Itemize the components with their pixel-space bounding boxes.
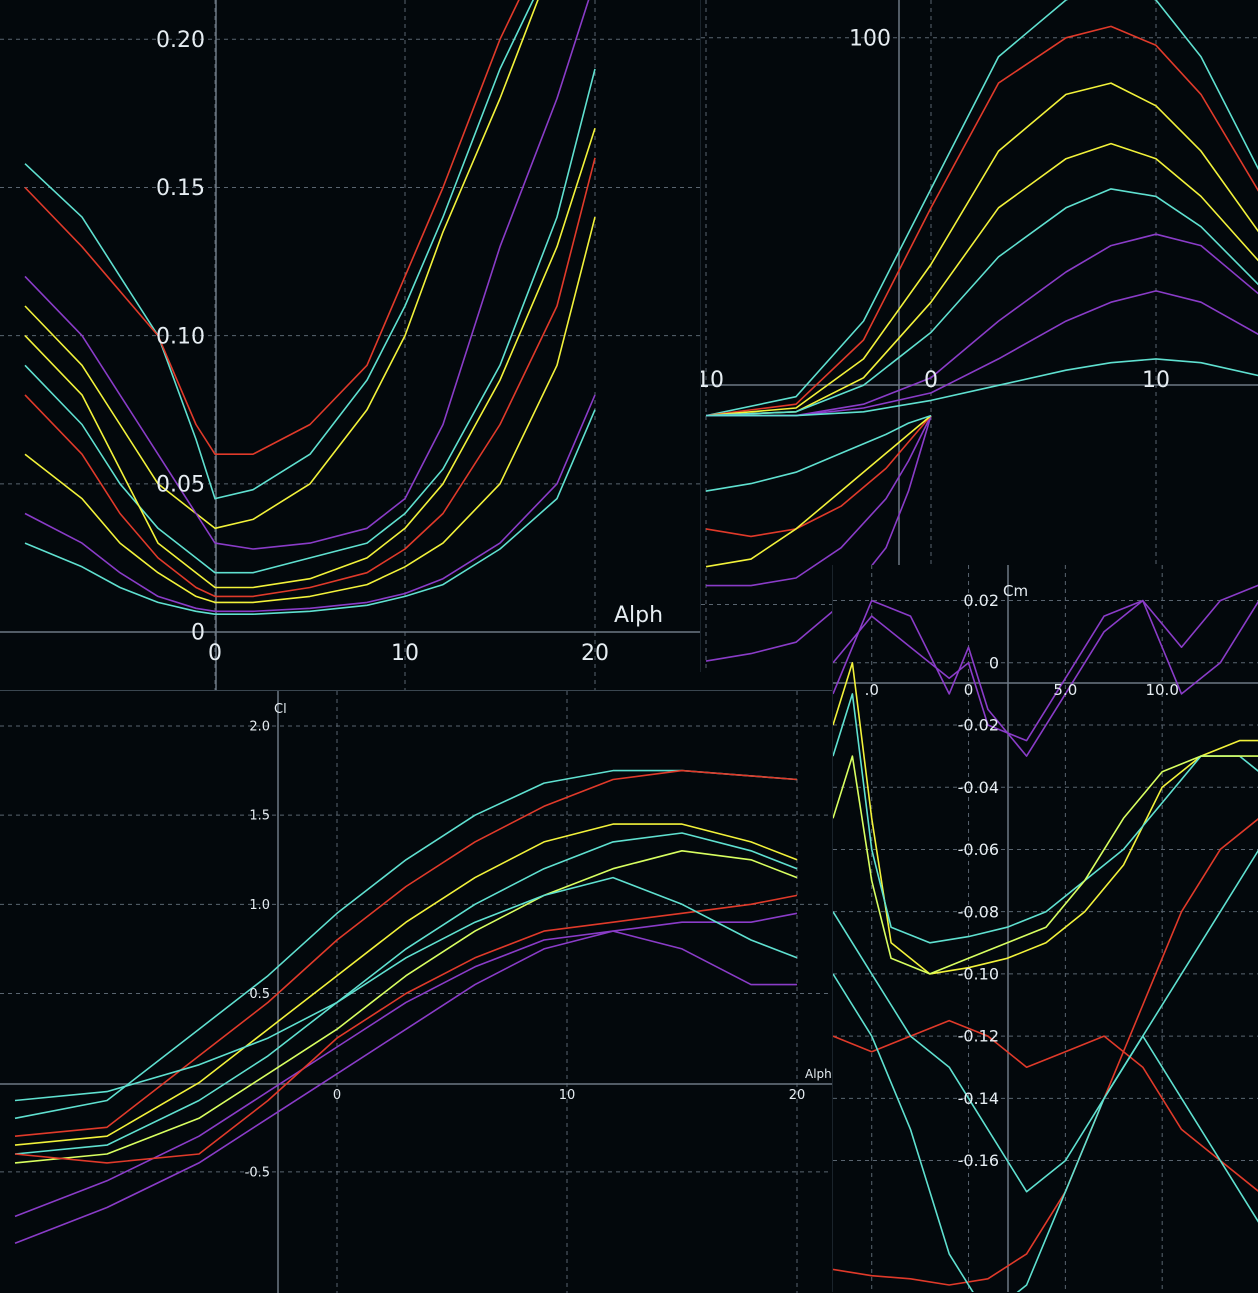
cm-y-tick-label: -0.02 — [958, 716, 999, 735]
cl-y-tick-label: -0.5 — [245, 1165, 270, 1180]
cd-x-tick-label: 0 — [208, 641, 222, 666]
cm-y-tick-label: -0.06 — [958, 840, 999, 859]
cl-y-axis-label: Cl — [274, 702, 287, 717]
cd-x-tick-label: 10 — [391, 641, 419, 666]
ld-y-tick-label: 100 — [849, 26, 891, 51]
ld-series-line-3 — [705, 82, 1258, 417]
cd-series-line-10 — [24, 216, 596, 604]
ld-series-group — [705, 0, 1258, 662]
ld-x-tick-label: 0 — [924, 368, 938, 393]
moment-coefficient-chart: .0 0 5.0 10.0 0.02 0 -0.02 -0.04 -0.06 -0.08 -0.10… — [832, 565, 1258, 1292]
ld-series-line-10 — [706, 415, 932, 587]
cl-y-tick-label: 0.5 — [249, 987, 270, 1002]
cm-series-line-3 — [833, 662, 1258, 975]
cm-series-group — [833, 584, 1258, 1292]
cd-series-line-3 — [24, 0, 539, 530]
ld-series-line-1 — [705, 0, 1258, 417]
cl-series-line-8 — [14, 894, 798, 1164]
cl-series-line-2 — [14, 769, 798, 1137]
cl-plot-area: 0 10 20 2.0 1.5 1.0 0.5 -0.5 Alph Cl — [0, 691, 832, 1293]
cm-series-line-1 — [833, 584, 1258, 757]
ld-series-line-4 — [705, 142, 1258, 417]
ld-series-line-7 — [706, 290, 1258, 417]
cl-x-tick-label: 0 — [333, 1088, 341, 1103]
cd-plot-area: 0 10 20 0 0.05 0.10 0.15 0.20 Alph — [0, 0, 700, 690]
cm-series-line-2 — [833, 599, 1258, 742]
cd-x-axis-label: Alph — [614, 603, 663, 628]
cd-series-line-5 — [24, 68, 596, 574]
drag-coefficient-chart: 0 10 20 0 0.05 0.10 0.15 0.20 Alph — [0, 0, 700, 690]
cl-series-line-7 — [14, 930, 797, 1218]
cl-series-line-9 — [14, 876, 798, 1102]
cm-y-tick-label: -0.04 — [958, 778, 999, 797]
ld-series-line-6 — [706, 233, 1258, 417]
ld-series-line-8 — [706, 358, 1258, 417]
cm-series-line-7 — [833, 1019, 1258, 1192]
cd-y-tick-label: 0.15 — [156, 176, 205, 201]
cd-y-tick-label: 0 — [191, 621, 205, 646]
cl-x-tick-label: 10 — [559, 1088, 576, 1103]
cm-y-tick-label: 0 — [989, 653, 999, 672]
cl-y-tick-label: 1.5 — [249, 809, 270, 824]
lift-drag-ratio-chart: -10010100-50 — [700, 0, 1258, 672]
cm-grid — [833, 565, 1258, 1292]
cm-y-tick-label: 0.02 — [963, 591, 999, 610]
cl-x-axis-label: Alph — [805, 1067, 832, 1081]
cd-series-line-4 — [24, 0, 590, 550]
ld-series-line-11 — [705, 415, 932, 538]
cd-series-line-9 — [24, 409, 596, 615]
cm-y-tick-label: -0.14 — [958, 1089, 999, 1108]
lift-coefficient-chart: 0 10 20 2.0 1.5 1.0 0.5 -0.5 Alph Cl — [0, 690, 832, 1293]
cm-y-tick-label: -0.08 — [958, 902, 999, 921]
ld-x-tick-label: -10 — [701, 368, 724, 393]
cm-x-tick-label: 5.0 — [1053, 681, 1077, 699]
cl-series-line-3 — [14, 823, 798, 1146]
cm-x-tick-label: 10.0 — [1145, 681, 1178, 699]
ld-series-line-5 — [705, 188, 1258, 417]
cm-y-tick-label: -0.10 — [958, 964, 999, 983]
cl-y-tick-label: 1.0 — [249, 898, 270, 913]
cm-y-tick-label: -0.16 — [958, 1151, 999, 1170]
cd-grid — [0, 0, 700, 690]
cl-series-line-5 — [14, 850, 798, 1164]
ld-series-line-12 — [705, 414, 932, 568]
cl-series-group — [14, 769, 798, 1244]
cm-x-tick-label: 0 — [964, 681, 974, 699]
cd-x-tick-label: 20 — [581, 641, 609, 666]
cm-series-line-9 — [833, 911, 1258, 1223]
cd-series-line-7 — [24, 157, 596, 598]
cm-series-line-5 — [833, 755, 1258, 975]
cm-y-tick-label: -0.12 — [958, 1027, 999, 1046]
cl-series-line-6 — [14, 912, 798, 1244]
cl-series-line-4 — [14, 832, 798, 1155]
cd-series-line-8 — [24, 394, 596, 613]
cd-y-tick-label: 0.10 — [156, 324, 205, 349]
cm-x-tick-label: .0 — [865, 681, 879, 699]
cm-plot-area: .0 0 5.0 10.0 0.02 0 -0.02 -0.04 -0.06 -0.08 -0.10… — [833, 565, 1258, 1292]
ld-x-tick-label: 10 — [1142, 368, 1170, 393]
cm-series-line-8 — [833, 849, 1258, 1292]
cd-y-tick-label: 0.05 — [156, 473, 205, 498]
cl-y-tick-label: 2.0 — [249, 720, 270, 735]
cl-x-tick-label: 20 — [789, 1088, 806, 1103]
cl-series-line-1 — [14, 769, 798, 1120]
ld-series-line-2 — [705, 25, 1258, 417]
cm-series-line-6 — [833, 818, 1258, 1286]
cd-series-group — [24, 0, 596, 615]
cd-series-line-1 — [24, 0, 535, 500]
ld-series-line-13 — [705, 414, 932, 492]
cl-grid — [0, 691, 832, 1293]
cd-series-line-6 — [24, 127, 596, 589]
cd-y-tick-label: 0.20 — [156, 28, 205, 53]
cm-y-axis-label: Cm — [1003, 582, 1028, 600]
cd-series-line-2 — [24, 0, 520, 455]
cm-series-line-4 — [833, 693, 1258, 944]
